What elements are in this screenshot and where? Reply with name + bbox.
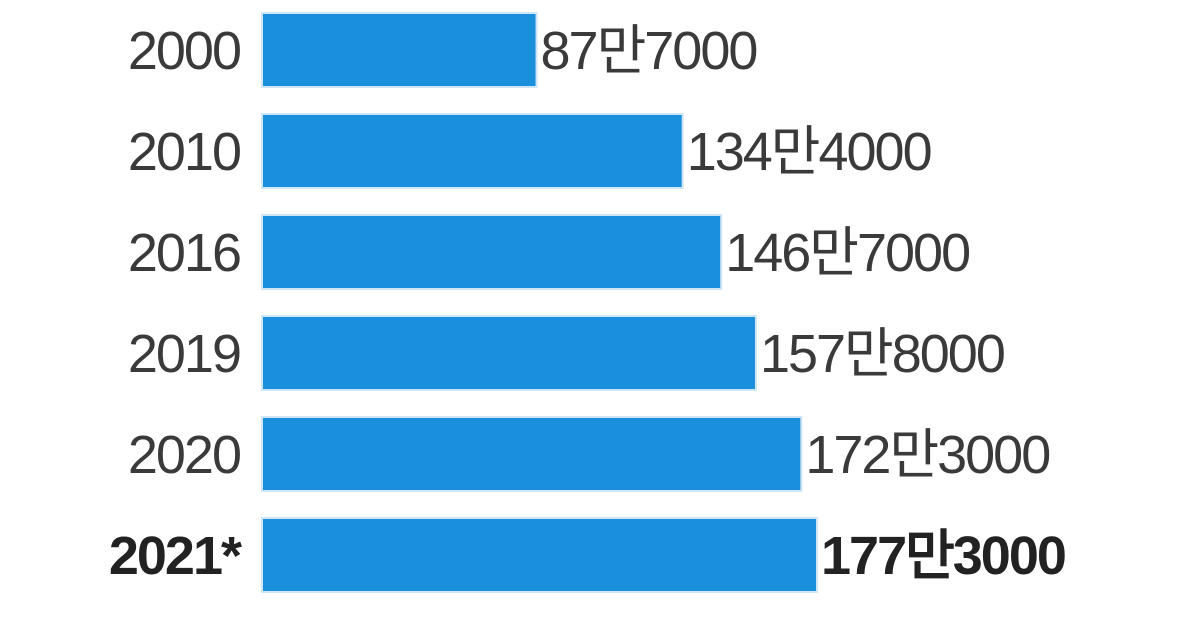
labels-layer: 2000 87만7000 2010 134만4000 2016 146만7000 2019 1… bbox=[109, 21, 1067, 586]
value-label: 177만3000 bbox=[821, 526, 1065, 586]
bars-layer bbox=[261, 12, 818, 593]
category-label: 2010 bbox=[128, 122, 240, 182]
category-label: 2000 bbox=[128, 21, 240, 81]
bar-2021 bbox=[261, 517, 818, 593]
bar-2020 bbox=[261, 416, 803, 492]
category-label: 2019 bbox=[128, 324, 240, 384]
bar-2019 bbox=[261, 315, 757, 391]
bar-2010 bbox=[261, 113, 684, 189]
category-label: 2016 bbox=[128, 223, 240, 283]
value-label: 157만8000 bbox=[760, 324, 1004, 384]
value-label: 134만4000 bbox=[687, 122, 931, 182]
value-label: 172만3000 bbox=[805, 425, 1049, 485]
category-label: 2021* bbox=[109, 526, 242, 586]
bar-2016 bbox=[261, 214, 723, 290]
category-label: 2020 bbox=[128, 425, 240, 485]
bar-2000 bbox=[261, 12, 538, 88]
value-label: 146만7000 bbox=[725, 223, 969, 283]
value-label: 87만7000 bbox=[541, 21, 757, 81]
